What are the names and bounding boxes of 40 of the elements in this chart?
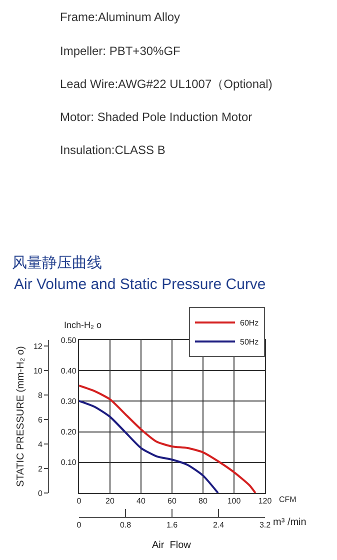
chart-subtitle: Air Volume and Static Pressure Curve: [14, 276, 266, 293]
x-tick-label: 120: [258, 496, 272, 506]
line-series: [79, 384, 256, 493]
x-tick-label: 60: [168, 496, 177, 506]
y2-tick-label: 12: [33, 342, 43, 351]
y-tick-label: 0.30: [60, 397, 77, 406]
text: Air Flow: [152, 540, 192, 551]
x-tick-label: 100: [227, 496, 242, 506]
legend-label: 60Hz: [240, 318, 259, 328]
y2-tick-label: 2: [38, 464, 43, 474]
x-axis-title: CFM: [279, 495, 297, 504]
x2-axis-title: m³ /min: [273, 517, 306, 528]
y2-tick-label: 10: [33, 366, 43, 376]
text: Impeller: PBT+30%GF: [60, 44, 180, 58]
y-tick-label: 0.10: [60, 458, 77, 468]
x-tick-label: 40: [136, 496, 146, 506]
text: Lead Wire:AWG#22 UL1007（Optional): [60, 77, 272, 91]
text: Insulation:CLASS B: [60, 143, 166, 157]
y-tick-label: 0.20: [60, 428, 77, 437]
y2-tick-label: 6: [38, 415, 43, 424]
line-series: [79, 400, 220, 493]
text: Motor: Shaded Pole Induction Motor: [60, 110, 252, 124]
chart-title: 风量静压曲线: [12, 254, 102, 272]
text: Frame:Aluminum Alloy: [60, 10, 180, 24]
y-tick-label: 0.40: [60, 366, 77, 376]
x2-tick-label: 1.6: [166, 520, 178, 530]
y-tick-label: 0.50: [60, 336, 77, 345]
y2-tick-label: 0: [38, 488, 43, 498]
x-tick-label: 20: [106, 496, 115, 506]
x-tick-label: 80: [198, 496, 208, 506]
x2-tick-label: 0: [76, 520, 82, 530]
legend-label: 50Hz: [240, 338, 259, 347]
x2-tick-label: 2.4: [212, 520, 225, 530]
y2-tick-label: 4: [38, 440, 43, 449]
y-axis-title: Inch-H₂ o: [64, 320, 102, 330]
x2-tick-label: 0.8: [120, 520, 132, 530]
x-tick-label: 0: [76, 496, 82, 506]
y2-axis-title: STATIC PRESSURE (mm-H₂ o): [15, 346, 26, 487]
x2-tick-label: 3.2: [259, 520, 272, 530]
y2-tick-label: 8: [38, 390, 43, 400]
